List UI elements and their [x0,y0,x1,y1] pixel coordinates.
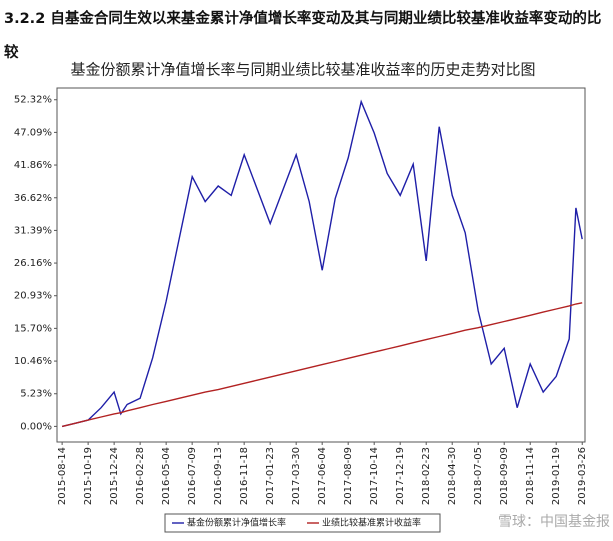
y-tick-label: 20.93% [14,291,52,302]
x-tick-label: 2015-08-14 [57,447,68,505]
y-tick-label: 10.46% [14,356,52,367]
x-tick-label: 2017-08-09 [343,447,354,505]
watermark: 雪球：中国基金报 [498,513,610,530]
heading: 3.2.2 自基金合同生效以来基金累计净值增长率变动及其与同期业绩比较基准收益率… [4,11,602,61]
x-tick-label: 2017-12-19 [395,447,406,505]
y-tick-label: 41.86% [14,160,52,171]
legend-label: 基金份额累计净值增长率 [187,517,286,529]
x-tick-label: 2018-07-05 [473,447,484,505]
series-line [61,99,583,428]
x-tick-label: 2016-09-13 [213,447,224,505]
x-tick-label: 2015-10-19 [83,447,94,505]
x-tick-label: 2016-02-28 [135,447,146,505]
plot-frame [56,87,586,443]
x-tick-label: 2018-11-14 [525,447,536,505]
x-tick-label: 2018-02-23 [421,447,432,505]
y-tick-label: 36.62% [14,193,52,204]
x-tick-label: 2016-05-04 [161,447,172,505]
y-tick-label: 47.09% [14,127,52,138]
x-tick-label: 2018-04-30 [447,447,458,505]
y-tick-label: 5.23% [20,389,52,400]
x-tick-label: 2015-12-24 [109,447,120,505]
x-tick-label: 2017-06-04 [317,447,328,505]
chart-title: 基金份额累计净值增长率与同期业绩比较基准收益率的历史走势对比图 [70,61,535,79]
x-tick-label: 2016-07-09 [187,447,198,505]
x-tick-label: 2017-01-23 [265,447,276,505]
y-tick-label: 31.39% [14,225,52,236]
x-tick-label: 2017-10-14 [369,447,380,505]
x-tick-label: 2017-03-30 [291,447,302,505]
legend-label: 业绩比较基准累计收益率 [322,517,421,529]
x-tick-label: 2016-11-18 [239,447,250,505]
x-tick-label: 2019-03-26 [577,447,588,505]
x-tick-label: 2019-01-19 [551,447,562,505]
x-tick-label: 2018-09-09 [499,447,510,505]
y-tick-label: 26.16% [14,258,52,269]
y-tick-label: 15.70% [14,323,52,334]
y-tick-label: 0.00% [20,421,52,432]
legend-box [164,513,441,533]
series-line [61,302,583,428]
y-tick-label: 52.32% [14,95,52,106]
